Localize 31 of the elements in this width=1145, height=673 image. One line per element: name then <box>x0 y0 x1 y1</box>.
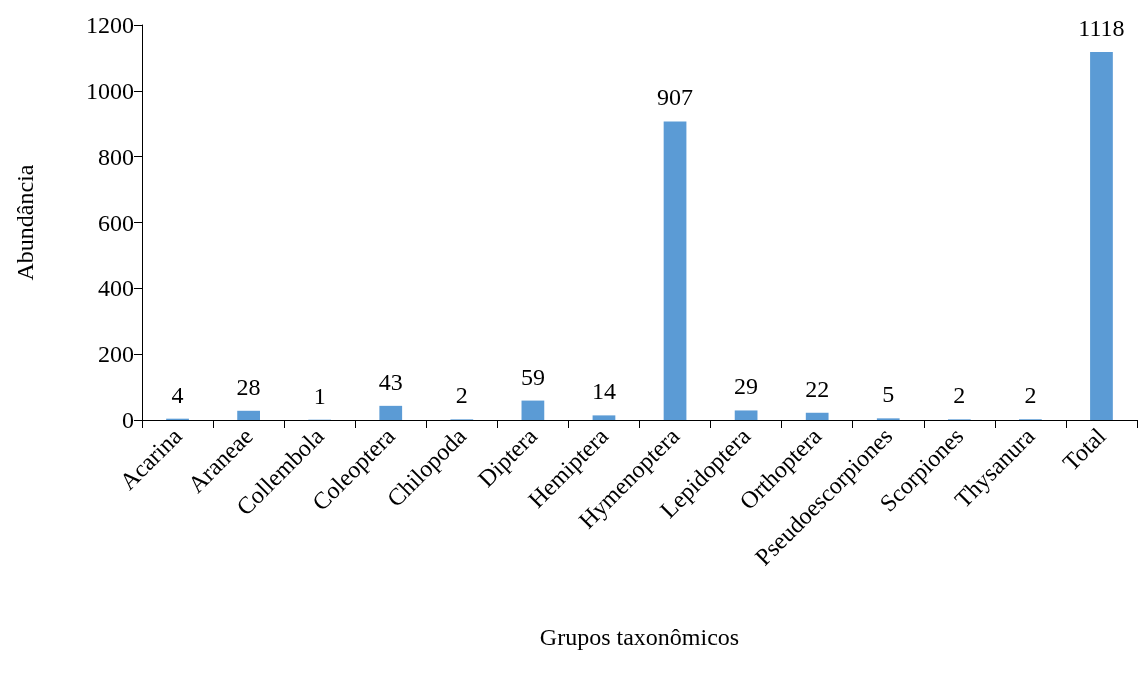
bar <box>805 412 829 420</box>
data-label: 1 <box>313 382 326 409</box>
x-axis-title: Grupos taxonômicos <box>539 624 740 650</box>
bar <box>521 400 545 420</box>
y-tick-label: 200 <box>98 341 134 368</box>
bar <box>592 415 616 420</box>
data-label: 2 <box>1024 382 1037 409</box>
data-label: 28 <box>236 373 261 400</box>
y-tick-label: 600 <box>98 209 134 236</box>
data-label: 22 <box>805 375 830 402</box>
data-label: 29 <box>734 373 759 400</box>
y-tick-label: 800 <box>98 143 134 170</box>
y-tick-label: 400 <box>98 275 134 302</box>
data-label: 4 <box>171 381 184 408</box>
y-tick-label: 1200 <box>86 12 134 38</box>
bar <box>663 121 687 420</box>
y-tick-label: 0 <box>122 407 134 433</box>
data-label: 2 <box>455 382 468 409</box>
data-label: 5 <box>882 381 895 408</box>
y-tick-label: 1000 <box>86 77 134 104</box>
bar <box>237 410 260 420</box>
data-label: 907 <box>657 84 694 111</box>
data-label: 2 <box>953 382 966 409</box>
bar <box>379 405 403 420</box>
data-label: 1118 <box>1078 14 1125 41</box>
bar <box>1090 51 1113 420</box>
data-label: 43 <box>378 368 403 395</box>
data-label: 59 <box>520 363 545 390</box>
y-axis-title: Abundância <box>12 164 38 281</box>
data-label: 14 <box>591 378 616 405</box>
bar <box>734 410 758 420</box>
